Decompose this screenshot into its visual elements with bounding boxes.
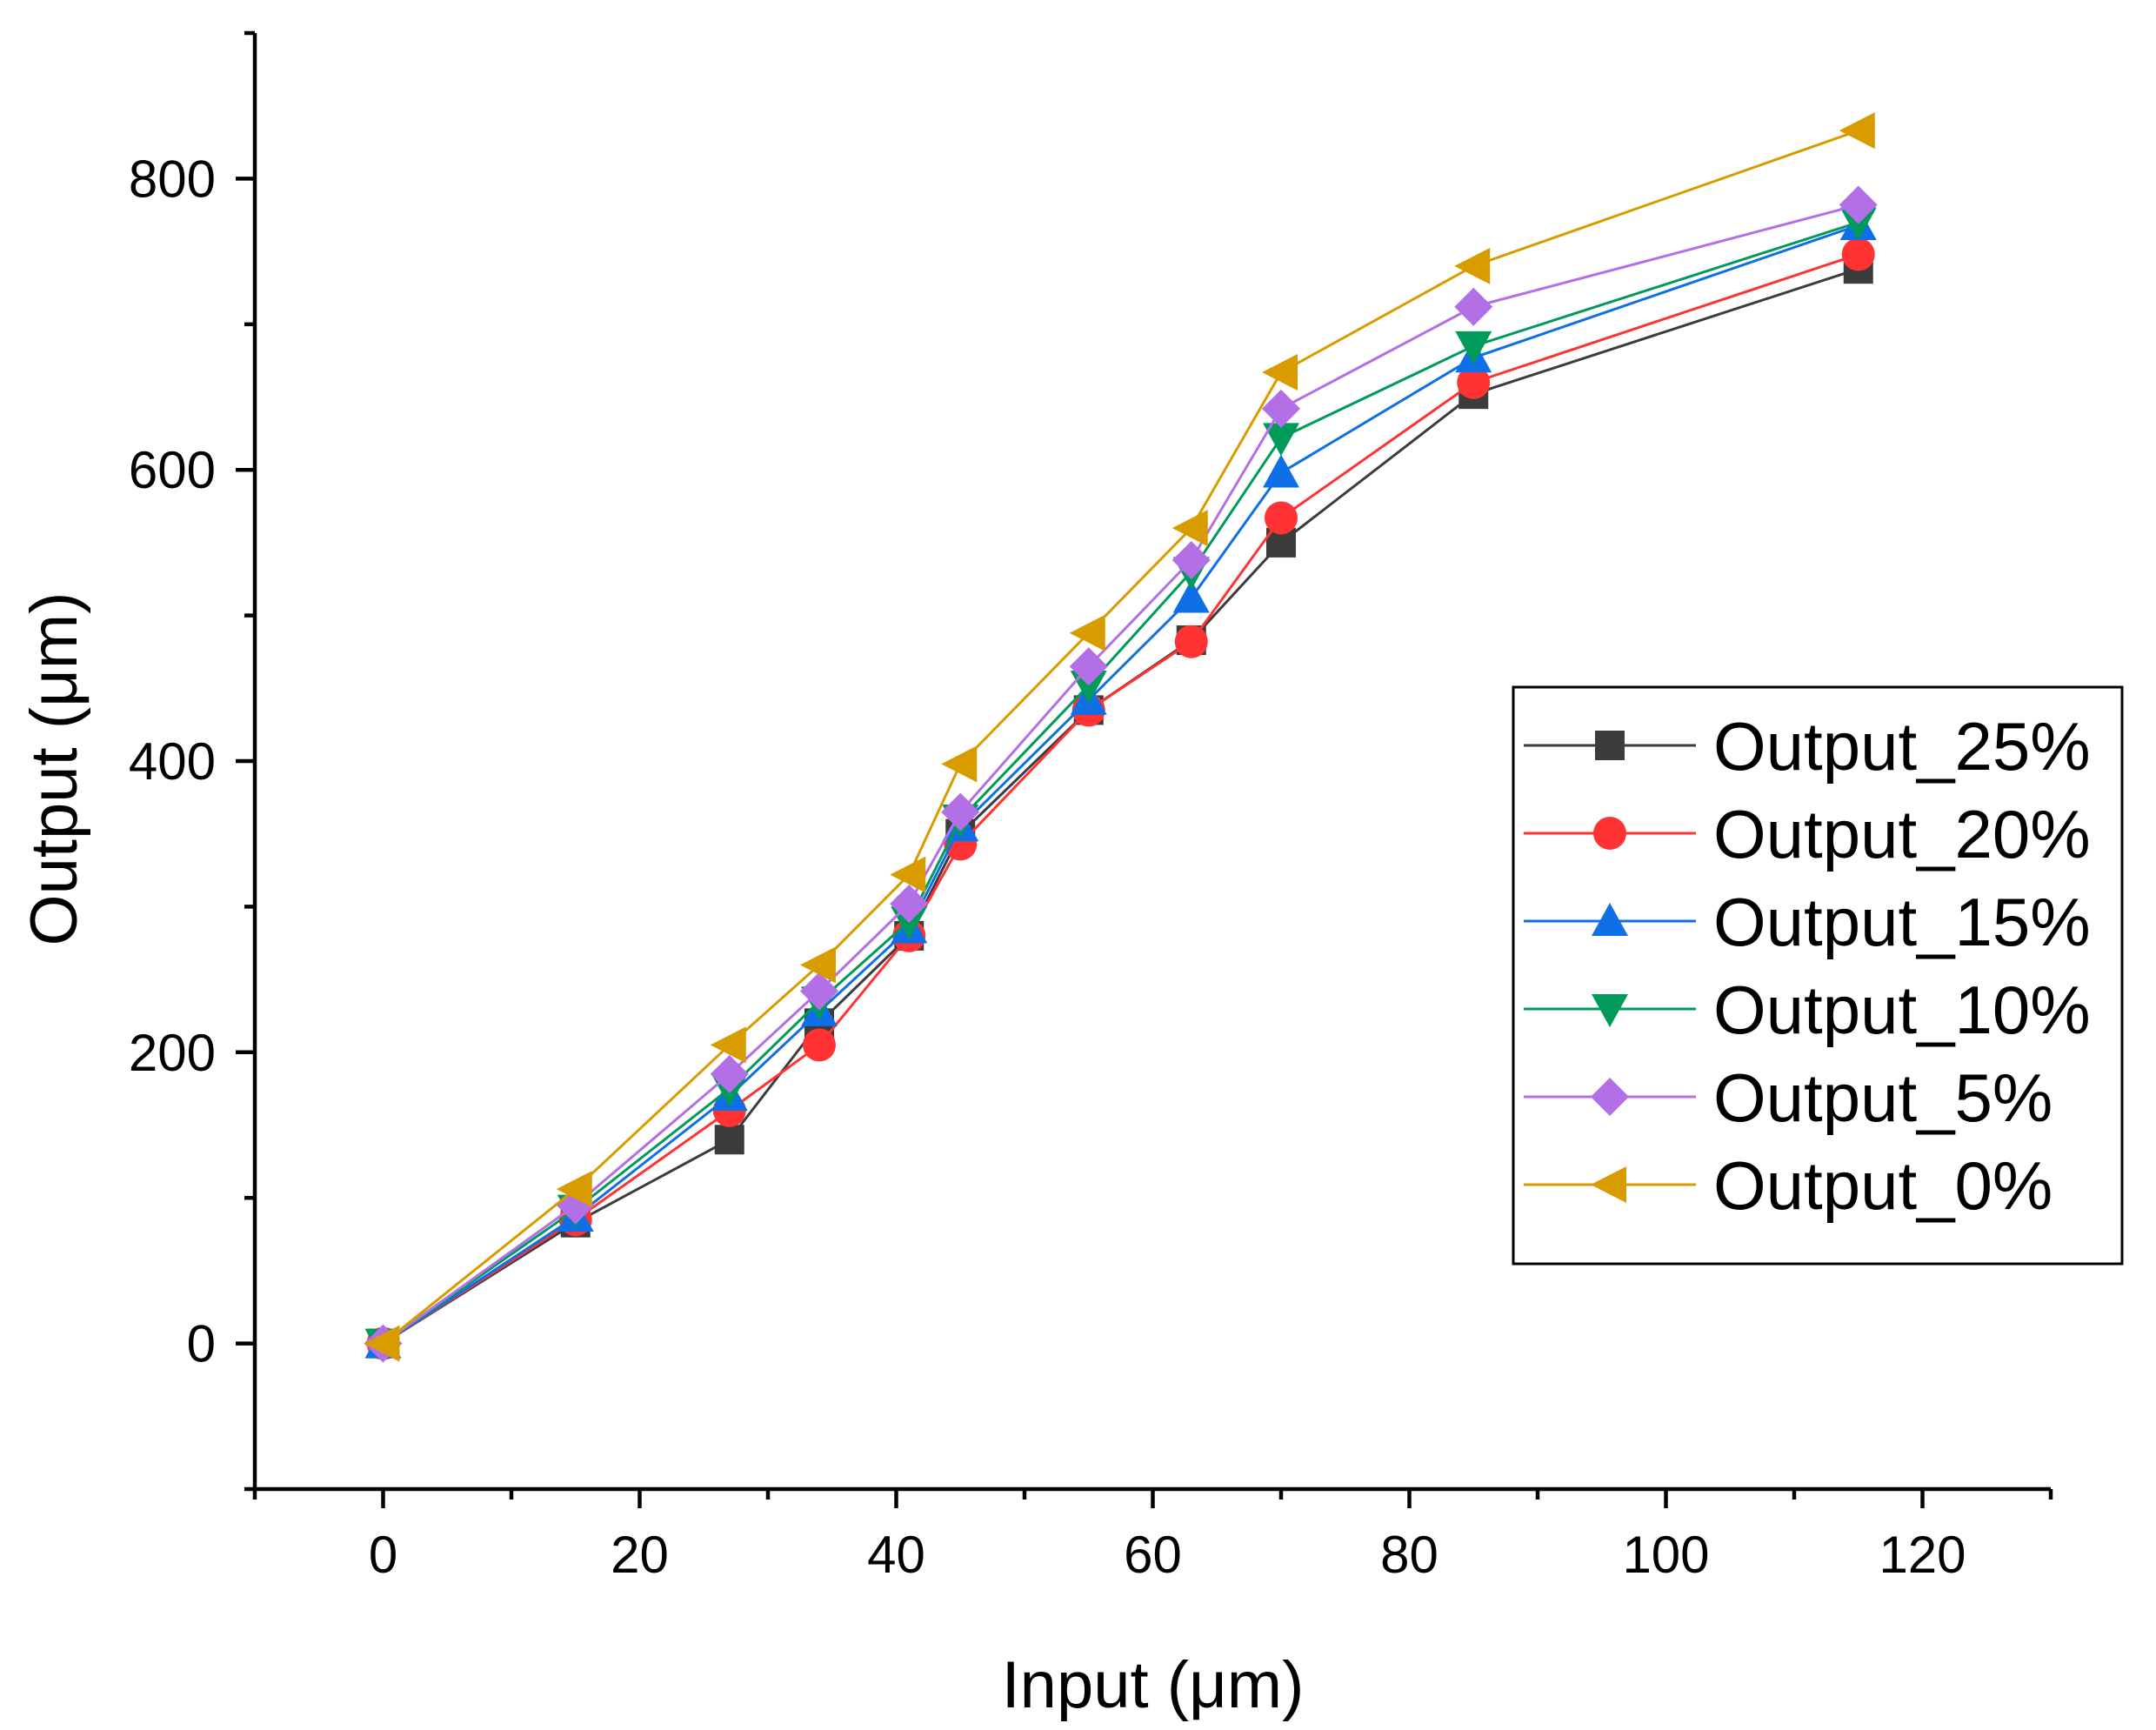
- data-point: [710, 1026, 746, 1064]
- x-tick-label: 40: [867, 1526, 925, 1584]
- y-tick-label: 400: [129, 732, 216, 791]
- data-point: [1262, 389, 1300, 428]
- data-point: [1841, 237, 1875, 271]
- legend-marker: [1591, 1078, 1629, 1116]
- data-point: [941, 745, 978, 783]
- data-point: [1172, 579, 1210, 613]
- y-tick-label: 600: [129, 441, 216, 499]
- data-point: [1069, 614, 1105, 651]
- data-point: [1455, 331, 1492, 364]
- data-point: [1263, 423, 1299, 457]
- data-point: [1263, 454, 1299, 488]
- data-point: [1069, 647, 1108, 686]
- data-point: [714, 1125, 744, 1155]
- y-tick-label: 0: [187, 1315, 216, 1373]
- legend-item: Output_0%: [1524, 1147, 2053, 1224]
- x-tick-label: 100: [1622, 1526, 1709, 1584]
- data-point: [803, 1028, 836, 1062]
- data-point: [1265, 501, 1298, 535]
- data-point: [1454, 247, 1491, 284]
- data-point: [710, 1054, 749, 1093]
- series-group: [364, 112, 1878, 1363]
- data-point: [1174, 625, 1208, 658]
- data-point: [1839, 112, 1875, 150]
- x-tick-label: 20: [611, 1526, 669, 1584]
- axis-ticks: 0 20 40 60 80 100 120 0 200 400 600 800: [129, 30, 2053, 1584]
- x-tick-label: 80: [1380, 1526, 1438, 1584]
- legend-item: Output_10%: [1524, 972, 2091, 1048]
- legend: Output_25% Output_20% Output_15% Output_10%…: [1512, 685, 2124, 1266]
- legend-label: Output_10%: [1713, 972, 2091, 1048]
- data-point: [890, 885, 929, 924]
- data-point: [1457, 365, 1491, 399]
- x-tick-label: 0: [369, 1526, 397, 1584]
- x-tick-label: 120: [1879, 1526, 1966, 1584]
- legend-marker: [1592, 903, 1628, 936]
- data-point: [941, 792, 980, 832]
- data-point: [1171, 540, 1211, 579]
- data-point: [800, 946, 836, 984]
- legend-marker: [1593, 817, 1626, 850]
- legend-item: Output_25%: [1524, 708, 2091, 785]
- data-point: [800, 972, 838, 1011]
- data-point: [556, 1171, 592, 1208]
- data-point: [1839, 207, 1877, 241]
- legend-marker: [1591, 1166, 1626, 1203]
- data-point: [1262, 354, 1298, 391]
- legend-label: Output_25%: [1713, 708, 2091, 785]
- series-Output_0%: [364, 112, 1875, 1362]
- legend-label: Output_20%: [1713, 796, 2091, 872]
- data-point: [1171, 510, 1208, 547]
- legend-marker: [1592, 994, 1628, 1027]
- legend-item: Output_5%: [1524, 1059, 2053, 1136]
- legend-label: Output_0%: [1713, 1147, 2053, 1224]
- legend-item: Output_20%: [1524, 796, 2091, 872]
- data-point: [364, 1325, 400, 1362]
- data-point: [891, 906, 928, 940]
- x-tick-label: 60: [1124, 1526, 1182, 1584]
- data-point: [1454, 287, 1493, 326]
- legend-item: Output_15%: [1524, 884, 2091, 960]
- x-axis-title: Input (μm): [1002, 1648, 1305, 1722]
- y-tick-label: 800: [129, 150, 216, 208]
- y-axis-title: Output (μm): [17, 592, 91, 946]
- legend-marker: [1595, 731, 1625, 760]
- legend-box: [1512, 685, 2124, 1266]
- legend-label: Output_5%: [1713, 1059, 2053, 1136]
- data-point: [890, 856, 926, 893]
- legend-label: Output_15%: [1713, 884, 2091, 960]
- data-point: [1070, 670, 1107, 704]
- y-tick-label: 200: [129, 1024, 216, 1082]
- data-point: [1839, 185, 1878, 224]
